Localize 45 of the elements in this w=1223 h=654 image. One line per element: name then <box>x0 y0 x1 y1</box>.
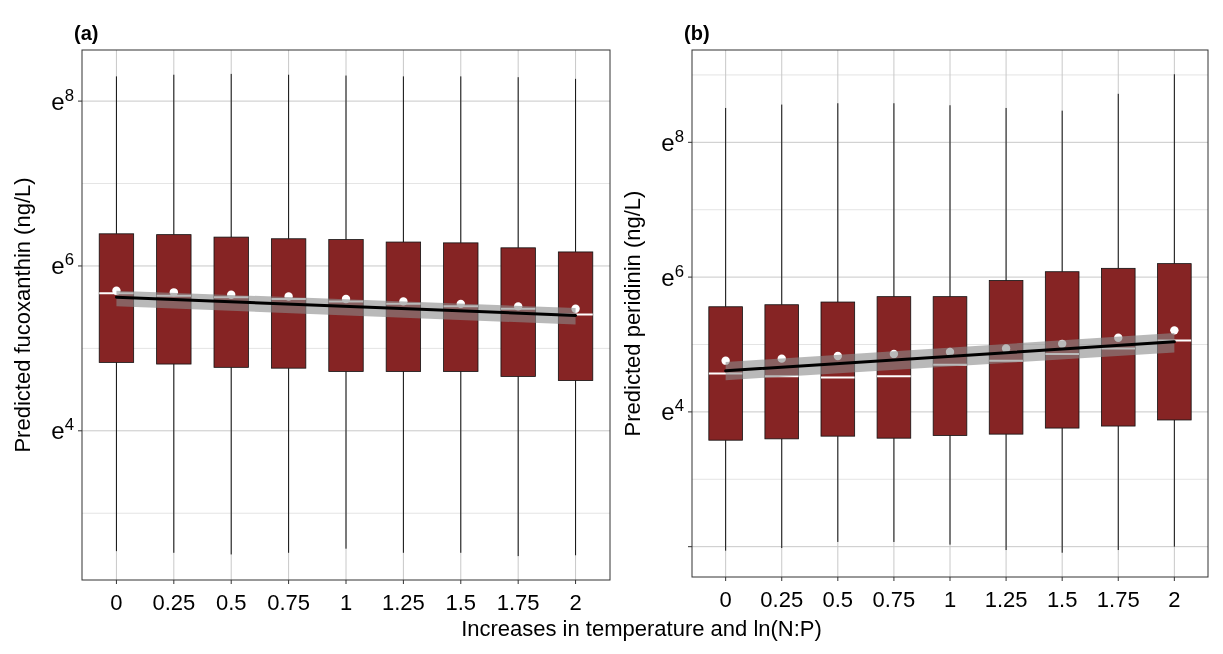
point <box>227 290 236 300</box>
x-tick-label: 0.25 <box>152 590 196 615</box>
point <box>399 297 408 306</box>
y-tick-label: e$^{4}$ <box>51 414 74 445</box>
point <box>341 294 351 304</box>
point <box>1170 326 1179 335</box>
x-tick-label: 0 <box>110 590 123 615</box>
point <box>571 304 580 314</box>
point <box>284 292 293 301</box>
x-axis-title: Increases in temperature and ln(N:P) <box>461 616 822 641</box>
point <box>1114 333 1123 342</box>
point <box>1057 339 1067 349</box>
x-tick-label: 0.5 <box>822 587 854 612</box>
x-tick-label: 0.25 <box>760 587 804 612</box>
x-tick-label: 1.25 <box>381 590 425 615</box>
chart-title: (b) <box>684 22 710 44</box>
point <box>721 356 730 365</box>
y-tick-label: e$^{4}$ <box>661 395 684 426</box>
chart-title: (a) <box>74 22 99 44</box>
x-tick-label: 1.5 <box>445 590 477 615</box>
x-tick-label: 1.75 <box>496 590 540 615</box>
x-tick-label: 1.25 <box>984 587 1028 612</box>
x-tick-label: 2 <box>569 590 582 615</box>
point <box>169 288 179 297</box>
x-tick-label: 1 <box>943 587 957 612</box>
point <box>456 299 465 309</box>
y-axis-title: Predicted peridinin (ng/L) <box>620 190 645 437</box>
y-tick-label: e$^{8}$ <box>51 85 74 115</box>
point <box>777 354 786 363</box>
y-axis-title: Predicted fucoxanthin (ng/L) <box>10 177 35 453</box>
x-tick-label: 2 <box>1168 587 1181 612</box>
y-tick-label: e$^{6}$ <box>661 261 684 291</box>
point <box>833 351 843 361</box>
point <box>112 286 121 295</box>
x-tick-label: 0.5 <box>215 590 247 615</box>
point <box>889 349 899 359</box>
x-tick-label: 0.75 <box>267 590 311 615</box>
x-tick-label: 0 <box>719 587 732 612</box>
x-tick-label: 1.5 <box>1046 587 1078 612</box>
y-tick-label: e$^{8}$ <box>661 126 684 156</box>
x-tick-label: 0.75 <box>872 587 916 612</box>
point <box>513 302 523 311</box>
x-tick-label: 1 <box>339 590 353 615</box>
x-tick-label: 1.75 <box>1096 587 1140 612</box>
y-tick-label: e$^{6}$ <box>51 249 74 280</box>
